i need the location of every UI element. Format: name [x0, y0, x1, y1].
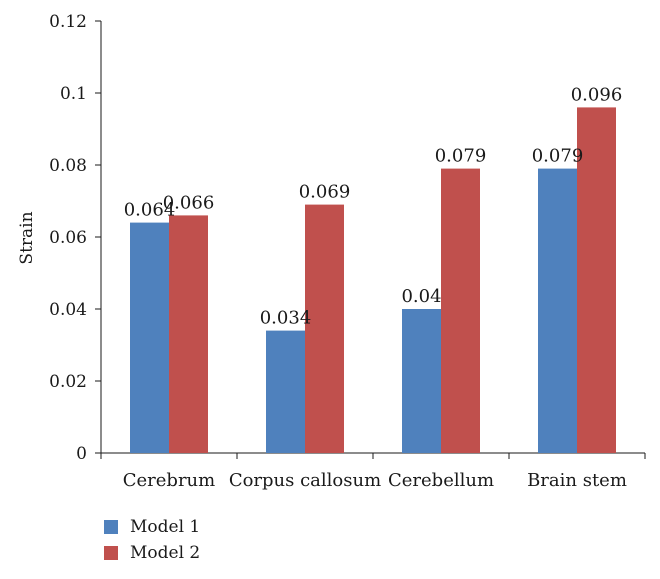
legend-swatch	[104, 520, 118, 534]
data-label: 0.04	[401, 286, 441, 307]
data-label: 0.096	[571, 84, 623, 105]
x-axis: Cerebrum Corpus callosum Cerebellum Brain s…	[100, 452, 646, 491]
y-axis-title: Strain	[17, 211, 37, 264]
x-category-label: Cerebrum	[123, 470, 215, 491]
bars	[130, 107, 616, 454]
y-tick-label: 0.1	[60, 84, 87, 104]
data-label: 0.034	[260, 308, 312, 329]
bar	[130, 222, 169, 453]
bar	[305, 204, 344, 453]
data-label: 0.069	[299, 182, 351, 203]
legend-label: Model 2	[130, 543, 201, 563]
data-label: 0.079	[435, 146, 487, 167]
legend-label: Model 1	[130, 517, 201, 537]
legend-item: Model 2	[104, 540, 200, 566]
y-tick-label: 0.06	[49, 228, 87, 248]
x-category-label: Cerebellum	[388, 470, 494, 491]
y-tick-label: 0.08	[49, 156, 87, 176]
y-tick-label: 0.12	[49, 12, 87, 32]
legend-item: Model 1	[104, 514, 200, 540]
y-tick-label: 0.04	[49, 300, 87, 320]
y-tick-label: 0.02	[49, 372, 87, 392]
bar	[402, 309, 441, 453]
data-label: 0.079	[532, 146, 584, 167]
bar	[169, 215, 208, 453]
y-tick-label: 0	[76, 444, 87, 464]
data-label: 0.064	[124, 200, 176, 221]
y-axis: 0 0.02 0.04 0.06 0.08 0.1 0.12	[49, 12, 102, 464]
legend-swatch	[104, 546, 118, 560]
x-category-label: Corpus callosum	[229, 470, 381, 491]
legend: Model 1 Model 2	[104, 514, 200, 566]
bar	[577, 107, 616, 454]
x-category-label: Brain stem	[527, 470, 627, 491]
bar	[538, 168, 577, 453]
data-label: 0.066	[163, 192, 215, 213]
bar	[441, 168, 480, 453]
bar	[266, 330, 305, 453]
